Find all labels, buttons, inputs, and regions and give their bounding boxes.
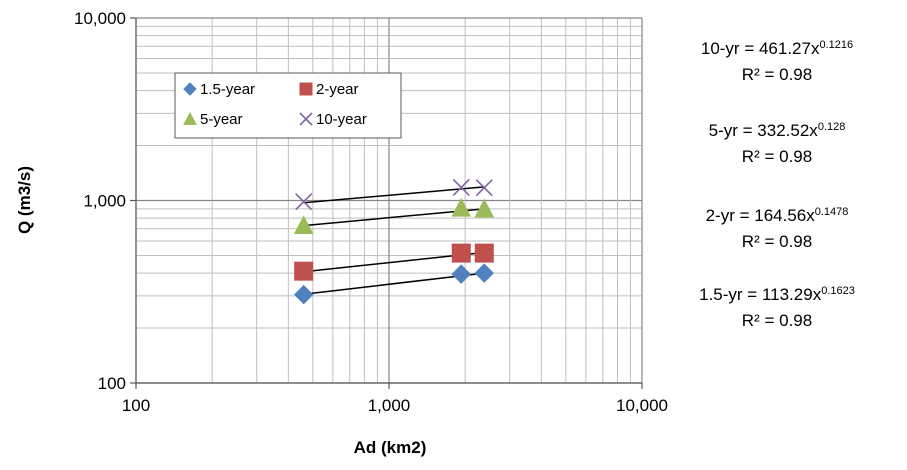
equation-2-yr: 2-yr = 164.56x0.1478 R² = 0.98 [652,203,902,255]
data-markers [293,178,495,305]
data-point-10-year [475,179,493,197]
legend-item-1.5-year: 1.5-year [183,81,255,98]
legend-marker [183,111,197,125]
r-squared: R² = 0.98 [741,65,813,84]
legend-marker [299,112,313,126]
equation-1-5-yr: 1.5-yr = 113.29x0.1623 R² = 0.98 [652,282,902,334]
data-point-5-year [293,215,314,235]
x-axis-title: Ad (km2) [354,438,427,457]
legend-label: 10-year [316,111,367,128]
data-point-2-year [474,243,494,263]
r-squared: R² = 0.98 [741,147,813,166]
equation-exponent: 0.128 [817,121,846,133]
equation-exponent: 0.1623 [821,285,855,297]
r-squared: R² = 0.98 [741,311,813,330]
x-tick-label: 10,000 [616,396,668,415]
equation-text: 5-yr = 332.52x [708,121,818,140]
legend-item-5-year: 5-year [183,111,243,128]
r-squared: R² = 0.98 [741,232,813,251]
equation-exponent: 0.1478 [814,206,849,218]
legend: 1.5-year 2-year 5-year 10-year [174,72,402,139]
legend-item-10-year: 10-year [299,111,367,128]
data-point-1.5-year [451,264,471,284]
y-tick-label: 100 [98,374,126,393]
grid [135,17,643,384]
legend-marker [183,82,197,96]
equation-5-yr: 5-yr = 332.52x0.128 R² = 0.98 [652,118,902,170]
legend-label: 2-year [316,81,359,98]
axes [130,17,643,389]
data-point-10-year [452,178,470,196]
equation-10-yr: 10-yr = 461.27x0.1216 R² = 0.98 [652,36,902,88]
trendline-10-year [303,186,485,204]
data-point-2-year [294,261,314,281]
equation-text: 10-yr = 461.27x [700,39,820,58]
equation-text: 2-yr = 164.56x [705,206,815,225]
y-axis-title: Q (m3/s) [15,166,34,234]
legend-label: 1.5-year [200,81,255,98]
data-point-1.5-year [293,284,314,305]
data-point-10-year [295,193,313,211]
x-tick-label: 1,000 [368,396,411,415]
data-point-5-year [474,198,495,218]
legend-marker [299,82,313,96]
legend-item-2-year: 2-year [299,81,359,98]
data-point-1.5-year [474,263,494,283]
data-point-5-year [451,197,472,217]
x-tick-label: 100 [122,396,150,415]
equation-exponent: 0.1216 [819,39,854,51]
legend-label: 5-year [200,111,243,128]
y-tick-label: 1,000 [83,192,126,211]
y-tick-label: 10,000 [74,9,126,28]
data-point-2-year [451,243,471,263]
equation-text: 1.5-yr = 113.29x [699,285,822,304]
legend-box [174,72,402,139]
tick-labels: 100 1,000 10,000 100 1,000 10,000 [74,9,668,415]
